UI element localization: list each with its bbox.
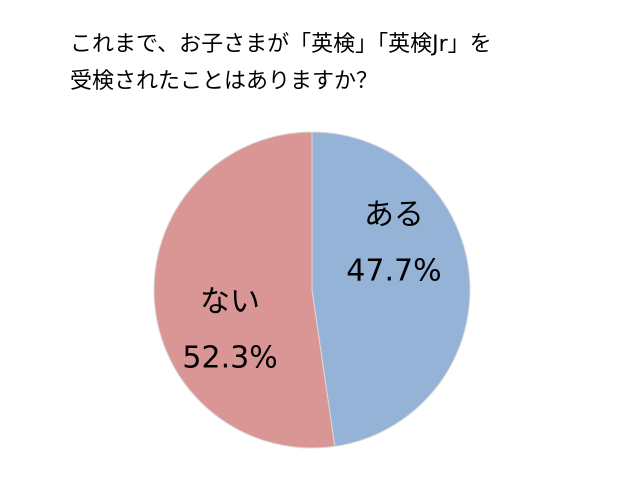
slice-label: ある (364, 198, 424, 233)
pie-slice (311, 131, 471, 447)
chart-title: 受検されたことはありますか？ (70, 69, 378, 94)
value-label: 47.7% (346, 254, 441, 289)
pie-slice (153, 131, 336, 449)
slice-label: ない (200, 284, 260, 319)
value-label: 52.3% (182, 340, 277, 375)
chart-title: これまで、お子さまが「英検」「英検Jr」を (70, 32, 492, 57)
